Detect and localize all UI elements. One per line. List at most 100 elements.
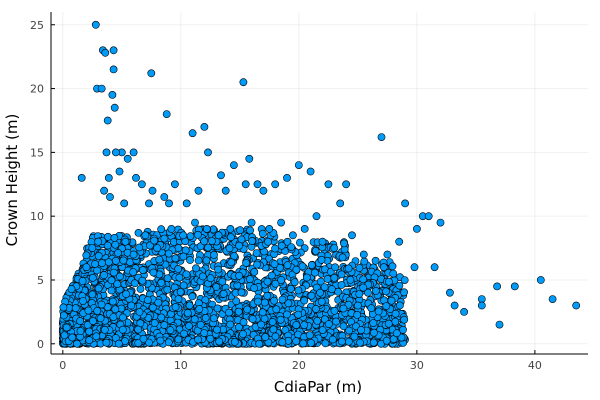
dense-point bbox=[401, 277, 408, 284]
dense-point bbox=[199, 273, 206, 280]
dense-point bbox=[86, 328, 93, 335]
dense-point bbox=[249, 315, 256, 322]
data-point bbox=[171, 181, 178, 188]
data-point bbox=[110, 47, 117, 54]
dense-point bbox=[135, 326, 142, 333]
data-point bbox=[461, 308, 468, 315]
dense-point bbox=[301, 322, 308, 329]
dense-point bbox=[312, 305, 319, 312]
dense-point bbox=[183, 271, 190, 278]
dense-point bbox=[261, 299, 268, 306]
data-point bbox=[132, 174, 139, 181]
dense-point bbox=[340, 240, 347, 247]
dense-point bbox=[345, 265, 352, 272]
dense-point bbox=[253, 261, 260, 268]
dense-point bbox=[111, 234, 118, 241]
dense-point bbox=[72, 305, 79, 312]
data-point bbox=[337, 200, 344, 207]
dense-point bbox=[175, 265, 182, 272]
dense-point bbox=[401, 289, 408, 296]
data-point bbox=[69, 334, 76, 341]
dense-point bbox=[196, 305, 203, 312]
dense-point bbox=[308, 339, 315, 346]
dense-point bbox=[120, 257, 127, 264]
dense-point bbox=[382, 288, 389, 295]
dense-point bbox=[95, 285, 102, 292]
dense-point bbox=[227, 321, 234, 328]
y-tick-labels: 0510152025 bbox=[30, 19, 44, 351]
dense-point bbox=[356, 291, 363, 298]
dense-point bbox=[137, 285, 144, 292]
dense-point bbox=[329, 336, 336, 343]
dense-point bbox=[115, 340, 122, 347]
data-point bbox=[301, 225, 308, 232]
dense-point bbox=[264, 278, 271, 285]
data-point bbox=[112, 257, 119, 264]
dense-point bbox=[219, 278, 226, 285]
dense-point bbox=[89, 291, 96, 298]
dense-point bbox=[271, 297, 278, 304]
data-point bbox=[102, 49, 109, 56]
dense-point bbox=[385, 278, 392, 285]
data-point bbox=[260, 187, 267, 194]
data-point bbox=[283, 174, 290, 181]
dense-point bbox=[368, 305, 375, 312]
data-point bbox=[511, 283, 518, 290]
dense-point bbox=[119, 314, 126, 321]
dense-point bbox=[207, 335, 214, 342]
y-tick-label: 10 bbox=[30, 210, 44, 223]
data-point bbox=[573, 302, 580, 309]
dense-point bbox=[354, 311, 361, 318]
data-point bbox=[549, 296, 556, 303]
dense-point bbox=[220, 290, 227, 297]
data-point bbox=[240, 79, 247, 86]
dense-point bbox=[151, 237, 158, 244]
dense-point bbox=[139, 277, 146, 284]
dense-point bbox=[205, 244, 212, 251]
dense-point bbox=[246, 276, 253, 283]
dense-point bbox=[311, 269, 318, 276]
data-point bbox=[272, 181, 279, 188]
data-point bbox=[109, 91, 116, 98]
dense-point bbox=[278, 276, 285, 283]
dense-point bbox=[277, 316, 284, 323]
dense-point bbox=[60, 304, 67, 311]
dense-point bbox=[202, 314, 209, 321]
dense-point bbox=[63, 324, 70, 331]
dense-point bbox=[94, 267, 101, 274]
data-point bbox=[278, 219, 285, 226]
dense-point bbox=[301, 297, 308, 304]
data-point bbox=[130, 149, 137, 156]
data-point bbox=[110, 66, 117, 73]
dense-point bbox=[288, 244, 295, 251]
dense-point bbox=[233, 298, 240, 305]
dense-point bbox=[295, 287, 302, 294]
dense-point bbox=[201, 330, 208, 337]
y-tick-label: 25 bbox=[30, 19, 44, 32]
dense-point bbox=[308, 261, 315, 268]
dense-point bbox=[161, 321, 168, 328]
x-tick-labels: 0 10 20 30 40 bbox=[59, 359, 542, 372]
dense-point bbox=[68, 285, 75, 292]
dense-point bbox=[295, 311, 302, 318]
data-point bbox=[319, 238, 326, 245]
data-point bbox=[331, 245, 338, 252]
data-point bbox=[154, 245, 161, 252]
dense-point bbox=[108, 287, 115, 294]
data-point bbox=[165, 200, 172, 207]
x-tick-label: 20 bbox=[292, 359, 306, 372]
data-point bbox=[112, 149, 119, 156]
dense-point bbox=[123, 291, 130, 298]
dense-point bbox=[318, 256, 325, 263]
data-point bbox=[348, 232, 355, 239]
dense-point bbox=[184, 309, 191, 316]
dense-point bbox=[151, 319, 158, 326]
data-point bbox=[354, 302, 361, 309]
data-point bbox=[78, 174, 85, 181]
dense-point bbox=[227, 234, 234, 241]
dense-point bbox=[389, 263, 396, 270]
data-point bbox=[163, 111, 170, 118]
dense-point bbox=[293, 266, 300, 273]
dense-point bbox=[370, 329, 377, 336]
dense-point bbox=[308, 292, 315, 299]
